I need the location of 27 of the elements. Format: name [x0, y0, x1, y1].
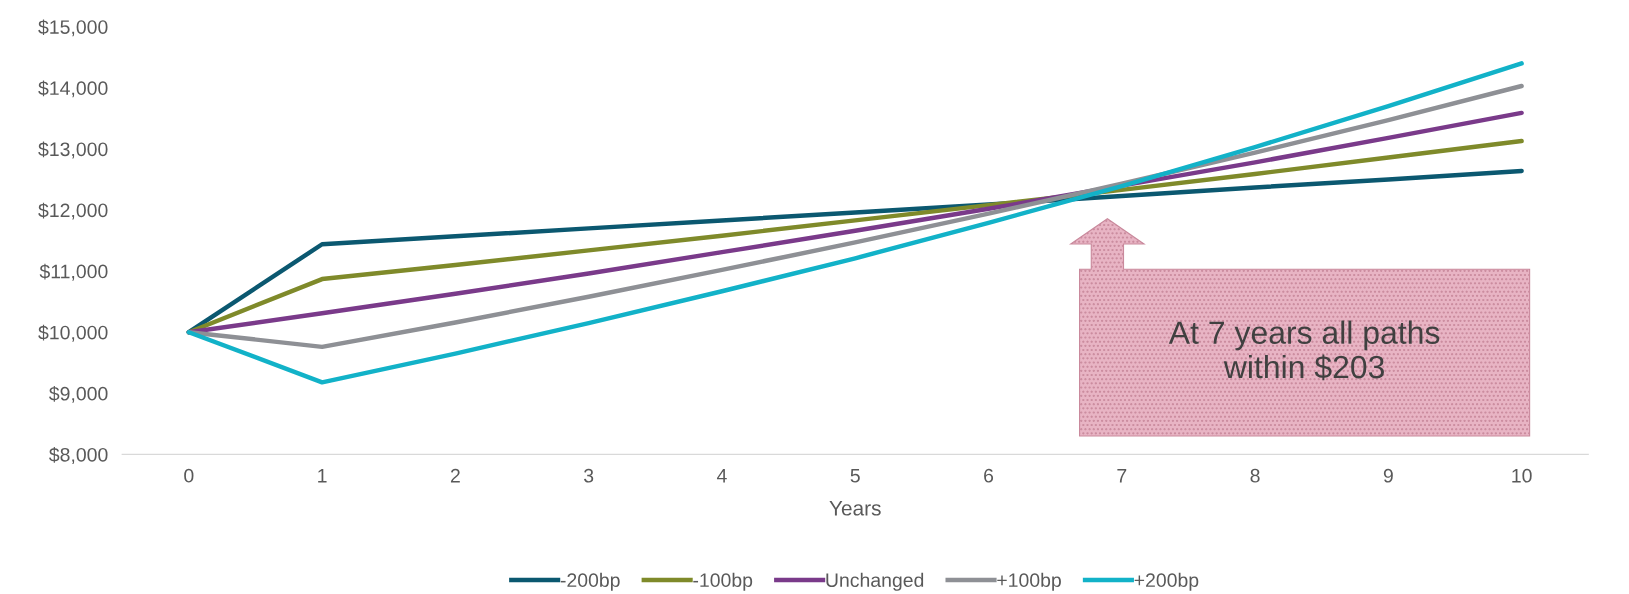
x-tick-label: 10 [1512, 468, 1532, 483]
x-tick-label: 5 [850, 469, 860, 483]
y-tick-label: $8,000 [49, 447, 108, 464]
x-tick-label: 4 [716, 469, 727, 483]
y-tick-label: $12,000 [38, 202, 108, 220]
x-axis-title: Years [829, 501, 881, 516]
y-tick-label: $15,000 [38, 19, 108, 37]
legend-label: Unchanged [826, 572, 924, 591]
y-tick-label: $14,000 [38, 80, 108, 98]
x-tick-label: 3 [584, 468, 594, 483]
x-tick-label: 1 [318, 469, 327, 483]
x-tick-label: 9 [1383, 468, 1393, 483]
y-tick-label: $13,000 [38, 141, 108, 159]
y-tick-label: $11,000 [39, 263, 108, 281]
legend-label: +100bp [997, 572, 1061, 591]
annotation: At 7 years all paths within $203 [1168, 320, 1440, 381]
x-tick-label: 7 [1117, 469, 1127, 483]
legend-label: +200bp [1134, 572, 1199, 591]
legend-label: -200bp [560, 572, 620, 591]
y-tick-label: $9,000 [49, 385, 108, 403]
y-tick-label: $10,000 [38, 324, 108, 342]
legend-label: -100bp [693, 572, 753, 591]
x-tick-label: 0 [184, 468, 194, 483]
line-series [186, 61, 1524, 385]
x-tick-label: 8 [1250, 468, 1260, 483]
x-tick-label: 6 [984, 468, 994, 483]
x-tick-label: 2 [450, 468, 460, 483]
